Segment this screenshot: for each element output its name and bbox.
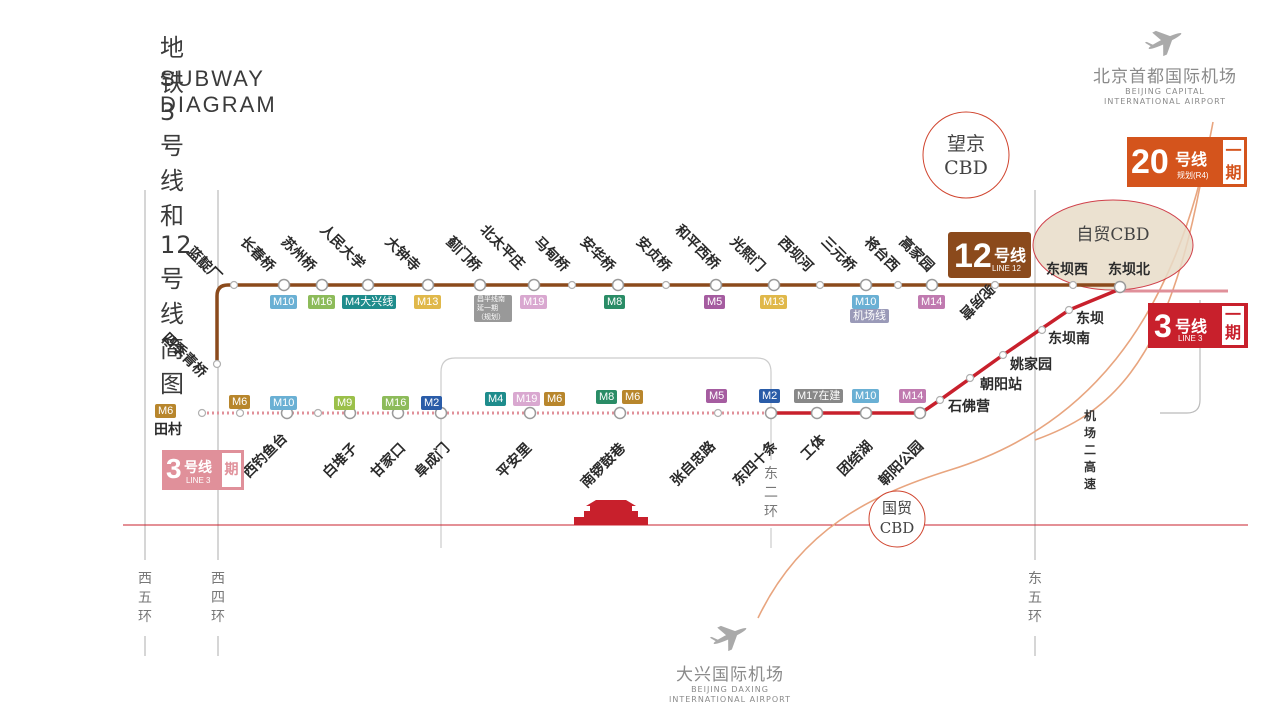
transfer-station-marker[interactable] <box>764 406 778 420</box>
transfer-tag: M6 <box>622 390 644 404</box>
transfer-tag: M2 <box>421 396 443 410</box>
transfer-tag: M4 <box>485 392 507 406</box>
station-marker[interactable] <box>229 280 239 290</box>
transfer-tag: M8 <box>596 390 618 404</box>
transfer-tag: M9 <box>334 396 356 410</box>
transfer-station-marker[interactable] <box>859 406 873 420</box>
transfer-tag: M8 <box>604 295 626 309</box>
station-shifoying[interactable]: 石佛营 <box>948 399 990 415</box>
wangjing-cbd-label: 望京 CBD <box>944 133 988 179</box>
station-marker[interactable] <box>197 408 207 418</box>
station-dongba[interactable]: 东坝 <box>1076 311 1104 327</box>
station-dongbabei[interactable]: 东坝北 <box>1108 262 1150 278</box>
transfer-station-marker[interactable] <box>913 406 927 420</box>
transfer-tag: M6 <box>229 395 251 409</box>
transfer-tag: M10 <box>270 396 298 410</box>
transfer-station-marker[interactable] <box>859 278 873 292</box>
capital-airport-plane-icon <box>1144 30 1182 57</box>
transfer-tag: M13 <box>414 295 442 309</box>
station-dongbaxi[interactable]: 东坝西 <box>1046 262 1088 278</box>
transfer-station-marker[interactable] <box>1113 280 1127 294</box>
transfer-tag: M5 <box>704 295 726 309</box>
daxing-airport-plane-icon <box>709 625 747 652</box>
transfer-tag: M19 <box>520 295 548 309</box>
transfer-station-marker[interactable] <box>767 278 781 292</box>
daxing-airport-label: 大兴国际机场 BEIJING DAXING INTERNATIONAL AIRP… <box>668 665 792 704</box>
diagram-title: 地铁3号线和12号线简图 <box>160 34 193 398</box>
station-dongbanan[interactable]: 东坝南 <box>1048 331 1090 347</box>
transfer-tag: M14 <box>899 389 927 403</box>
diagram-subtitle: SUBWAY DIAGRAM <box>160 66 277 117</box>
line3-badge: 3 号线 LINE 3 一期 <box>1148 303 1248 348</box>
wangjing-cbd-circle <box>922 111 1010 199</box>
transfer-tag: M4大兴线 <box>342 295 397 309</box>
station-marker[interactable] <box>235 408 245 418</box>
tiananmen-icon <box>574 500 648 525</box>
transfer-station-marker[interactable] <box>613 406 627 420</box>
transfer-tag: M6 <box>544 392 566 406</box>
capital-airport-label: 北京首都国际机场 BEIJING CAPITAL INTERNATIONAL A… <box>1093 67 1237 106</box>
airport-expressway-label: 机场二高速 <box>1084 409 1097 491</box>
transfer-station-marker[interactable] <box>810 406 824 420</box>
transfer-tag: M2 <box>759 389 781 403</box>
transfer-tag: M6 <box>155 404 177 418</box>
station-marker[interactable] <box>998 350 1008 360</box>
guomao-cbd-circle <box>868 490 926 548</box>
transfer-tag: M16 <box>308 295 336 309</box>
line3-planned-badge: 3 号线 LINE 3 期 <box>162 450 244 490</box>
transfer-station-marker[interactable] <box>925 278 939 292</box>
transfer-station-marker[interactable] <box>709 278 723 292</box>
transfer-station-marker[interactable] <box>277 278 291 292</box>
station-marker[interactable] <box>965 373 975 383</box>
transfer-tag: M10 <box>270 295 298 309</box>
station-dots <box>197 278 1127 420</box>
airport-expressway-line <box>1160 300 1201 414</box>
transfer-station-marker[interactable] <box>421 278 435 292</box>
transfer-tag: M13 <box>760 295 788 309</box>
phase-label: 一期 <box>1222 306 1244 345</box>
transfer-tag: M5 <box>706 389 728 403</box>
station-marker[interactable] <box>1068 280 1078 290</box>
transfer-tag: M17在建 <box>794 389 844 403</box>
station-marker[interactable] <box>661 280 671 290</box>
station-marker[interactable] <box>713 408 723 418</box>
transfer-station-marker[interactable] <box>315 278 329 292</box>
station-marker[interactable] <box>1064 305 1074 315</box>
transfer-tag: M14 <box>918 295 946 309</box>
daxing-airport-link <box>757 121 1214 619</box>
station-marker[interactable] <box>313 408 323 418</box>
ring-label-east5: 东五环 <box>1028 571 1042 625</box>
station-marker[interactable] <box>893 280 903 290</box>
transfer-tag: 机场线 <box>850 309 889 323</box>
line12-track <box>215 283 1120 364</box>
station-tiancun[interactable]: 田村 <box>154 422 182 438</box>
station-marker[interactable] <box>935 395 945 405</box>
station-marker[interactable] <box>567 280 577 290</box>
transfer-tag: M10 <box>852 295 880 309</box>
ziyou-cbd-label: 自贸CBD <box>1076 225 1150 245</box>
transfer-station-marker[interactable] <box>523 406 537 420</box>
east-2nd-ring-road <box>440 357 772 548</box>
transfer-station-marker[interactable] <box>473 278 487 292</box>
ring-label-west4: 西四环 <box>211 571 225 625</box>
transfer-tag: M19 <box>513 392 541 406</box>
transfer-station-marker[interactable] <box>527 278 541 292</box>
transfer-station-marker[interactable] <box>611 278 625 292</box>
station-marker[interactable] <box>815 280 825 290</box>
ring-label-east2: 东二环 <box>764 466 778 520</box>
guomao-cbd-label: 国贸 CBD <box>879 499 915 537</box>
station-yaojiayuan[interactable]: 姚家园 <box>1010 357 1052 373</box>
line20-badge: 20 号线 规划(R4) 一期 <box>1127 137 1247 187</box>
line12-badge: 12 号线 LINE 12 <box>948 232 1031 278</box>
transfer-tag: M10 <box>852 389 880 403</box>
ring-label-west5: 西五环 <box>138 571 152 625</box>
transfer-tag: M16 <box>382 396 410 410</box>
station-marker[interactable] <box>1037 325 1047 335</box>
station-marker[interactable] <box>212 359 222 369</box>
station-marker[interactable] <box>990 280 1000 290</box>
station-chaoyangzhan[interactable]: 朝阳站 <box>980 377 1022 393</box>
transfer-station-marker[interactable] <box>361 278 375 292</box>
transfer-tag-planned: 昌平线南延一期（规划） <box>474 295 512 322</box>
